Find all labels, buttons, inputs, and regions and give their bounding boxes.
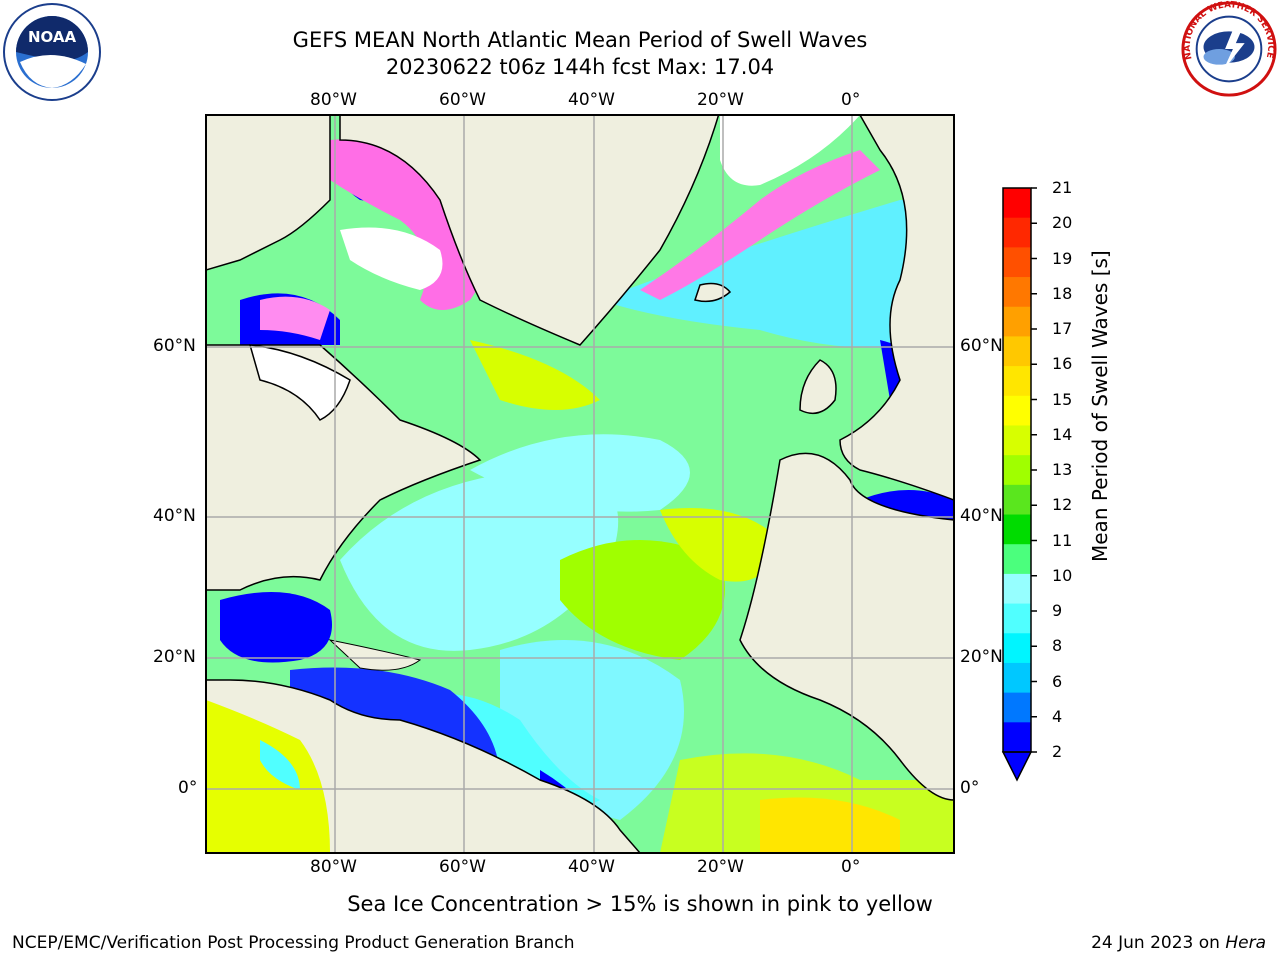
lon-tick-bottom: 0° [841, 857, 861, 877]
noaa-logo: NOAA [3, 3, 101, 101]
lake-area [260, 740, 300, 790]
footer-host: Hera [1225, 933, 1266, 953]
lat-tick-right: 40°N [960, 506, 1003, 526]
footer-date: 24 Jun 2023 on Hera [1091, 933, 1266, 953]
colorbar-swatch [1003, 573, 1031, 605]
colorbar-swatch [1003, 217, 1031, 248]
lon-tick-top: 60°W [439, 90, 486, 110]
colorbar-tick-label: 4 [1052, 706, 1063, 726]
graticule [206, 115, 954, 853]
no-data-area [340, 227, 443, 290]
north-america-land [206, 344, 482, 591]
no-data-area [720, 115, 860, 186]
colorbar-swatch [1003, 633, 1031, 664]
colorbar-title: Mean Period of Swell Waves [s] [1088, 250, 1112, 562]
colorbar-swatch [1003, 336, 1031, 367]
lat-tick-left: 40°N [153, 506, 196, 526]
colorbar-swatch [1003, 662, 1031, 694]
colorbar-tick-label: 16 [1052, 354, 1073, 374]
colorbar-swatch [1003, 425, 1031, 456]
colorbar-tick-label: 2 [1052, 742, 1063, 761]
swell-period-8-9-area [340, 470, 619, 651]
colorbar-tick-label: 10 [1052, 565, 1073, 585]
swell-period-8-9-area [470, 434, 690, 512]
swell-period-12-area [560, 540, 725, 660]
swell-period-2-area [220, 592, 332, 663]
colorbar-tick-label: 14 [1052, 424, 1073, 444]
colorbar-tick-label: 20 [1052, 213, 1073, 233]
canadian-arctic-land [206, 115, 331, 271]
map-frame [205, 114, 955, 854]
colorbar-tick-label: 8 [1052, 636, 1063, 656]
lon-tick-bottom: 20°W [697, 857, 744, 877]
colorbar-extend-arrow [1001, 751, 1033, 782]
colorbar-tick-label: 18 [1052, 283, 1073, 303]
greenland-land [339, 115, 720, 346]
colorbar-swatch [1003, 277, 1031, 308]
lon-tick-top: 20°W [697, 90, 744, 110]
lon-tick-top: 0° [841, 90, 861, 110]
lat-tick-right: 20°N [960, 647, 1003, 667]
colorbar-swatch [1003, 692, 1031, 723]
colorbar-tick-label: 6 [1052, 671, 1063, 691]
swell-period-13-area [660, 508, 780, 582]
sea-ice-area [640, 150, 880, 300]
colorbar-tick-label: 12 [1052, 495, 1073, 515]
colorbar-tick-label: 17 [1052, 319, 1073, 338]
lon-tick-bottom: 60°W [439, 857, 486, 877]
colorbar-swatch [1003, 514, 1031, 545]
lon-tick-bottom: 80°W [310, 857, 357, 877]
nws-logo: NATIONAL WEATHER SERVICE [1181, 0, 1277, 97]
colorbar-swatch [1003, 395, 1031, 426]
africa-land [739, 452, 954, 801]
chart-subtitle: 20230622 t06z 144h fcst Max: 17.04 [385, 55, 775, 79]
colorbar-tick-label: 9 [1052, 601, 1063, 620]
colorbar-swatch [1003, 455, 1031, 486]
colorbar-swatch [1003, 306, 1031, 337]
colorbar-swatch [1003, 484, 1031, 516]
lat-tick-left: 0° [178, 778, 198, 798]
colorbar-tick-label: 21 [1052, 178, 1073, 197]
noaa-logo-text: NOAA [28, 28, 77, 46]
chart-title: GEFS MEAN North Atlantic Mean Period of … [292, 28, 868, 52]
colorbar-swatch [1003, 188, 1031, 219]
sea-ice-note: Sea Ice Concentration > 15% is shown in … [347, 892, 933, 916]
colorbar-swatch [1003, 722, 1031, 753]
lat-tick-left: 20°N [153, 647, 196, 667]
colorbar-tick-label: 15 [1052, 389, 1073, 409]
hudson-bay-ice [248, 344, 351, 421]
colorbar-swatch [1003, 603, 1031, 634]
lat-tick-left: 60°N [153, 336, 196, 356]
colorbar-swatch [1003, 247, 1031, 278]
lon-tick-bottom: 40°W [568, 857, 615, 877]
footer-date-text: 24 Jun 2023 on [1091, 933, 1226, 953]
cuba-land [328, 639, 422, 671]
lat-tick-right: 0° [960, 778, 980, 798]
swell-period-6-8-area [600, 200, 954, 348]
map-field [206, 115, 954, 853]
colorbar-tick-label: 19 [1052, 248, 1073, 268]
colorbar-swatch [1003, 366, 1031, 397]
swell-period-13-area [470, 340, 600, 410]
lat-tick-right: 60°N [960, 336, 1003, 356]
colorbar-swatch [1003, 544, 1031, 575]
british-isles-land [799, 359, 837, 415]
swell-period-15-area [760, 797, 900, 853]
colorbar [1001, 187, 1037, 782]
lon-tick-top: 40°W [568, 90, 615, 110]
pacific-swell-area [206, 700, 330, 853]
sea-ice-area [260, 296, 330, 340]
iceland-land [694, 282, 732, 303]
europe-land [839, 115, 954, 501]
footer-credit: NCEP/EMC/Verification Post Processing Pr… [12, 933, 575, 953]
lon-tick-top: 80°W [310, 90, 357, 110]
colorbar-tick-label: 13 [1052, 460, 1073, 479]
colorbar-tick-label: 11 [1052, 530, 1073, 550]
